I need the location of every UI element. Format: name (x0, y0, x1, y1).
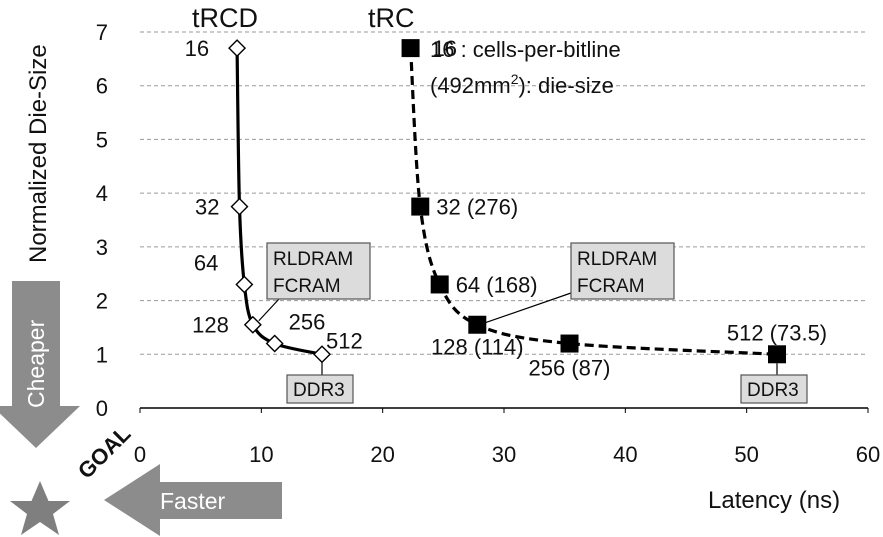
rldram-left-text-1: FCRAM (273, 276, 341, 297)
y-tick-label-5: 5 (96, 127, 108, 152)
x-tick-label-30: 30 (492, 442, 516, 467)
x-axis-label: Latency (ns) (708, 487, 840, 514)
grid-layer (140, 31, 868, 355)
series-line-trcd (235, 48, 323, 356)
goal-star-icon (10, 481, 70, 535)
y-tick-label-7: 7 (96, 20, 108, 45)
callout-layer: RLDRAM FCRAM RLDRAM FCRAM DDR3 DDR3 (258, 242, 808, 404)
axis-layer: 0 1 2 3 4 5 6 7 0 10 20 30 40 50 60 (96, 20, 880, 467)
rldram-right-text-1: FCRAM (577, 276, 645, 297)
y-tick-label-2: 2 (96, 289, 108, 314)
y-tick-label-0: 0 (96, 396, 108, 421)
x-tick-label-40: 40 (613, 442, 637, 467)
data-label-trcd-3: 128 (192, 313, 229, 338)
data-label-trc-0: 16 (433, 36, 457, 61)
marker-trc-2 (430, 275, 449, 294)
data-label-trcd-5: 512 (326, 328, 363, 353)
marker-trcd-32 (230, 197, 249, 216)
y-tick-label-4: 4 (96, 181, 108, 206)
rldram-left-box (266, 242, 371, 300)
marker-trcd-256 (265, 334, 284, 353)
y-tick-label-3: 3 (96, 235, 108, 260)
x-tick-label-10: 10 (249, 442, 273, 467)
marker-trc-4 (560, 334, 579, 353)
marker-trc-5 (768, 345, 786, 364)
ddr3-right-box (740, 374, 808, 404)
x-tick-label-20: 20 (370, 442, 394, 467)
cheaper-label: Cheaper (23, 319, 49, 408)
legend-note-sup: 2 (511, 71, 519, 87)
legend-note-pre: (492mm (430, 73, 511, 98)
data-label-trcd-2: 64 (194, 250, 218, 275)
marker-trcd-512 (313, 345, 331, 364)
rldram-right-leader (485, 292, 572, 324)
faster-label: Faster (160, 488, 226, 514)
series-line-trc (408, 48, 778, 356)
series-title-trcd: tRCD (192, 3, 258, 33)
goal-label: GOAL (73, 421, 136, 484)
rldram-left-leader (258, 298, 280, 322)
faster-arrow (104, 464, 282, 536)
marker-trc-0 (401, 39, 420, 58)
y-tick-label-1: 1 (96, 342, 108, 367)
y-axis-label: Normalized Die-Size (25, 44, 52, 263)
legend-note-post: ): die-size (518, 73, 613, 98)
rldram-left-text-0: RLDRAM (273, 249, 353, 270)
marker-trcd-128 (243, 315, 262, 334)
data-label-trc-4: 256 (87) (529, 356, 611, 381)
x-tick-label-50: 50 (734, 442, 758, 467)
x-tick-label-60: 60 (856, 442, 880, 467)
data-label-trcd-4: 256 (289, 310, 326, 335)
data-label-trcd-1: 32 (195, 195, 219, 220)
legend-note-line1: 16 : cells-per-bitline (430, 37, 621, 62)
rldram-right-box (570, 242, 675, 300)
marker-trc-1 (411, 197, 430, 216)
x-tick-label-0: 0 (134, 442, 146, 467)
ddr3-left-box (286, 374, 354, 404)
marker-trcd-64 (235, 275, 254, 294)
rldram-right-text-0: RLDRAM (577, 249, 657, 270)
data-label-trc-1: 32 (276) (436, 195, 518, 220)
ddr3-right-text: DDR3 (747, 380, 799, 401)
y-tick-label-6: 6 (96, 74, 108, 99)
data-label-trcd-0: 16 (185, 36, 209, 61)
legend-note-line2: (492mm2): die-size (430, 71, 614, 98)
data-label-trc-5: 512 (73.5) (727, 320, 827, 345)
data-label-trc-2: 64 (168) (456, 272, 538, 297)
cheaper-arrow (0, 281, 80, 448)
data-label-trc-3: 128 (114) (431, 335, 524, 360)
ddr3-left-text: DDR3 (293, 380, 345, 401)
marker-trc-3 (468, 315, 487, 334)
marker-trcd-16 (228, 39, 247, 58)
series-title-trc: tRC (368, 3, 415, 33)
